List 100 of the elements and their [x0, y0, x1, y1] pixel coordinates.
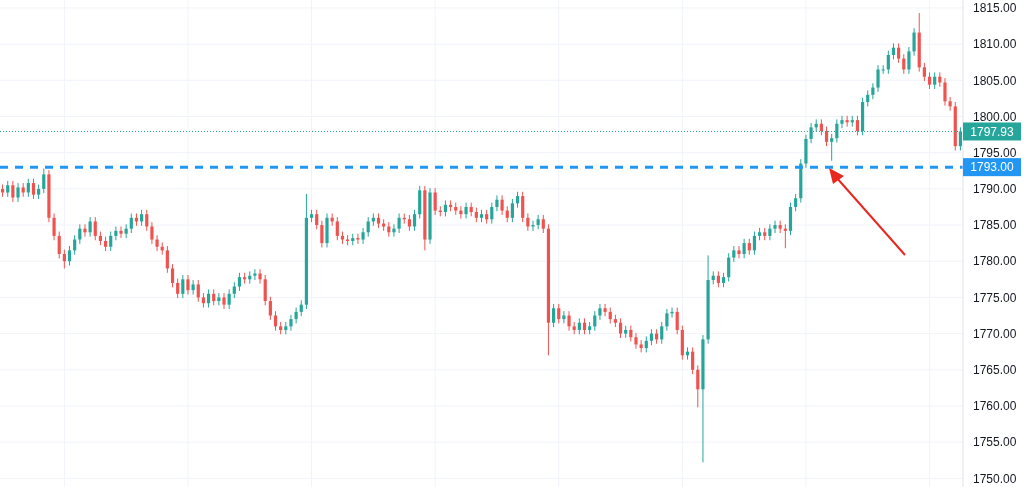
candlestick — [752, 231, 757, 256]
candlestick — [206, 288, 211, 309]
candlestick — [871, 82, 875, 100]
y-tick-label: 1810.00 — [973, 37, 1017, 52]
candlestick — [170, 263, 175, 288]
y-tick-label: 1790.00 — [973, 182, 1017, 197]
candlestick — [93, 216, 97, 241]
candlestick — [907, 46, 911, 75]
candlestick — [665, 308, 669, 332]
candlestick — [830, 133, 834, 162]
candlestick — [567, 310, 571, 332]
y-tick-label: 1795.00 — [973, 145, 1017, 160]
y-tick-label: 1755.00 — [973, 435, 1017, 450]
candlestick — [943, 77, 947, 107]
candlestick — [83, 223, 87, 238]
candlestick — [886, 50, 890, 75]
ref-line-label: 1793.00 — [970, 160, 1015, 175]
candlestick — [217, 292, 221, 306]
candlestick — [253, 268, 257, 281]
y-tick-label: 1765.00 — [973, 362, 1017, 377]
candlestick — [603, 303, 607, 317]
y-tick-label: 1770.00 — [973, 326, 1017, 341]
candlestick — [840, 115, 844, 129]
candlestick — [237, 272, 242, 292]
candlestick — [675, 307, 679, 335]
candlestick — [521, 191, 525, 223]
candlestick — [268, 296, 272, 321]
candlestick — [57, 231, 61, 259]
ref-line-label: 1797.93 — [970, 124, 1015, 139]
candlestick — [552, 303, 556, 328]
candlestick — [366, 216, 370, 238]
candlestick — [418, 185, 422, 220]
candlestick — [361, 227, 365, 245]
candlestick — [412, 209, 417, 232]
candlestick — [335, 216, 339, 241]
candlestick — [495, 194, 499, 212]
candlestick — [876, 64, 880, 93]
candlestick — [557, 303, 561, 324]
candlestick — [788, 202, 793, 236]
candlestick — [727, 252, 731, 282]
candlestick — [26, 178, 30, 198]
candlestick — [948, 96, 952, 112]
candlestick — [176, 278, 180, 299]
candlestick — [315, 209, 319, 230]
candlestick — [320, 220, 324, 248]
candlestick — [737, 245, 741, 259]
candlestick — [222, 292, 226, 310]
candlestick — [67, 245, 72, 267]
candlestick — [155, 234, 159, 252]
y-tick-label: 1750.00 — [973, 471, 1017, 486]
candlestick — [150, 221, 154, 245]
candlestick — [196, 279, 200, 303]
y-tick-label: 1780.00 — [973, 254, 1017, 269]
candlestick — [768, 223, 772, 241]
candlestick — [541, 214, 545, 234]
candlestick — [490, 202, 494, 225]
candlestick — [691, 346, 695, 375]
candlestick — [742, 238, 746, 259]
candlestick — [186, 274, 190, 296]
candlestick — [912, 27, 916, 57]
candlestick — [42, 168, 46, 194]
candlestick — [31, 178, 36, 200]
candlestick — [181, 274, 185, 299]
candlestick — [773, 220, 777, 234]
candlestick — [227, 288, 231, 310]
candlestick — [119, 225, 123, 239]
candlestick — [696, 364, 700, 408]
candlestick — [52, 212, 56, 241]
candlestick — [392, 223, 396, 238]
candlestick — [62, 249, 66, 269]
candlestick — [510, 198, 514, 223]
y-tick-label: 1815.00 — [973, 1, 1017, 16]
candlestick — [464, 202, 468, 220]
candlestick — [289, 314, 293, 332]
y-tick-label: 1805.00 — [973, 73, 1017, 88]
candlestick — [88, 216, 92, 238]
candlestick — [114, 225, 118, 241]
candlestick — [855, 115, 860, 136]
candlestick — [433, 187, 437, 216]
candlestick — [397, 212, 401, 234]
candlestick — [598, 303, 602, 321]
candlestick — [356, 233, 360, 245]
candlestick — [109, 231, 113, 252]
candlestick — [165, 245, 169, 274]
candlestick — [294, 307, 298, 324]
candlestick — [11, 180, 15, 203]
candlestick — [263, 274, 267, 306]
candlestick — [897, 42, 901, 64]
candlestick — [16, 182, 20, 203]
y-tick-label: 1760.00 — [973, 399, 1017, 414]
candlestick — [500, 194, 504, 216]
candlestick — [191, 279, 195, 296]
candlestick — [618, 317, 623, 339]
candlestick — [258, 268, 262, 285]
y-tick-label: 1775.00 — [973, 290, 1017, 305]
candlestick — [536, 214, 540, 230]
candlestick — [660, 321, 664, 345]
candlestick — [145, 209, 149, 232]
candlestick — [824, 126, 829, 147]
candlestick — [639, 339, 643, 353]
